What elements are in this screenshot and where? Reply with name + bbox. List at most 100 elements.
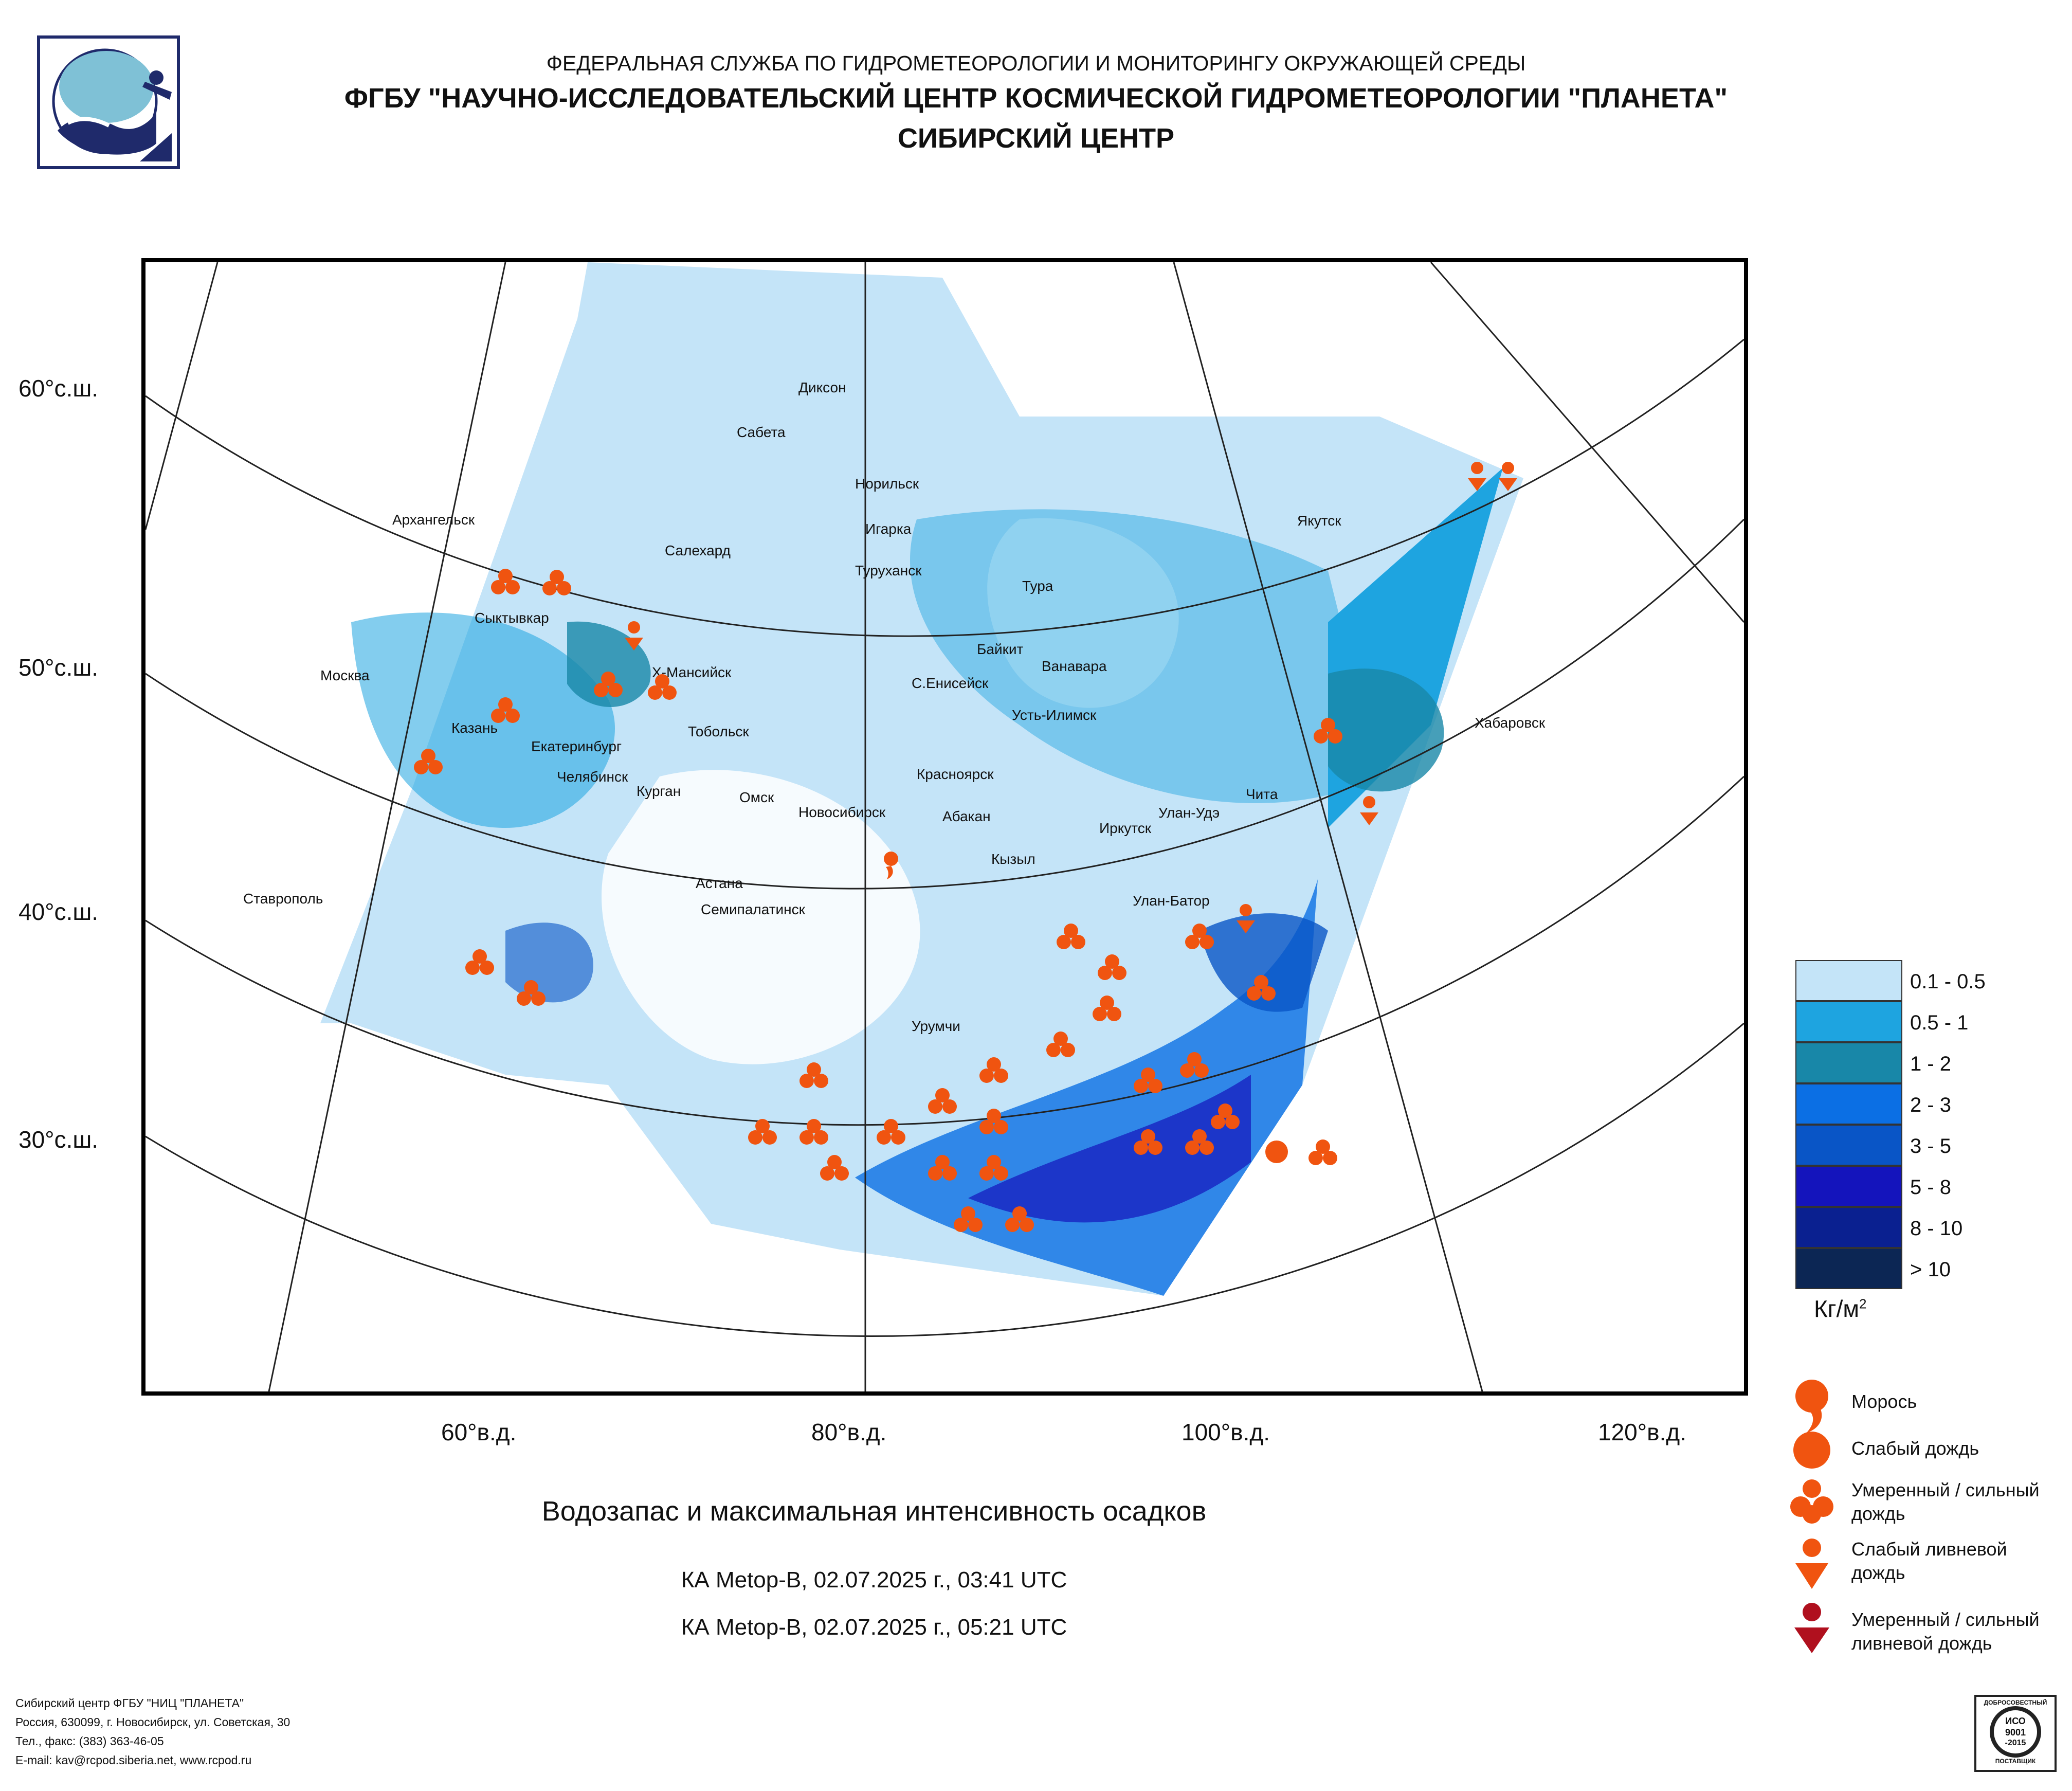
legend-range: 8 - 10 [1910,1217,1963,1240]
rain-cluster [1314,718,1342,744]
rain-cluster [1247,975,1276,1001]
lon-label: 100°в.д. [1182,1419,1270,1445]
rain-cluster [799,1119,828,1145]
city-label: Сыктывкар [475,610,549,626]
lat-label: 50°с.ш. [19,654,99,681]
rain-cluster [928,1155,957,1181]
city-label: Иркутск [1099,820,1152,836]
city-label: Улан-Батор [1133,893,1210,909]
rain-cluster [414,749,443,774]
city-label: Урумчи [912,1018,960,1034]
city-label: Кызыл [991,851,1035,867]
rain-cluster [1185,1129,1214,1155]
map-subtitle: Водозапас и максимальная интенсивность о… [541,1496,1207,1527]
footer-contacts: Сибирский центр ФГБУ "НИЦ "ПЛАНЕТА" Росс… [15,1694,290,1770]
light-shower [1468,462,1486,491]
city-label: Сабета [737,424,786,440]
rain-cluster [1185,924,1214,949]
city-label: Новосибирск [798,804,886,820]
rain-cluster [877,1119,905,1145]
lat-label: 60°с.ш. [19,375,99,402]
light-shower [625,621,643,650]
rain-cluster [979,1109,1008,1134]
legend-swatch [1795,1001,1902,1042]
rain-cluster [820,1155,849,1181]
rain-cluster [594,672,623,697]
light-rain-label: Слабый дождь [1851,1438,1979,1459]
rain-cluster [799,1062,828,1088]
cert-bottom: ПОСТАВЩИК [1995,1758,2036,1765]
city-label: Усть-Илимск [1012,707,1097,723]
drizzle-label: Морось [1851,1391,1917,1412]
legend-unit: Кг/м2 [1814,1295,1867,1322]
city-label: Диксон [798,379,846,395]
city-label: Чита [1246,786,1278,802]
rain-cluster [1180,1052,1209,1078]
rain-cluster [1211,1103,1240,1129]
rain-cluster [491,569,520,594]
satellite-pass: КА Metop-B, 02.07.2025 г., 03:41 UTC [681,1567,1067,1593]
legend-range: 0.5 - 1 [1910,1011,1969,1034]
rain-cluster [648,674,677,700]
moderate-rain-icon [1790,1479,1833,1524]
light-rain-icon [1793,1432,1830,1469]
legend-swatch [1795,1083,1902,1125]
city-label: Архангельск [392,512,475,528]
city-label: Байкит [977,641,1024,657]
satellite-pass: КА Metop-B, 02.07.2025 г., 05:21 UTC [681,1615,1067,1640]
rain-cluster [517,980,546,1006]
light-shower [1360,796,1378,825]
city-label: Салехард [665,542,731,558]
lat-label: 30°с.ш. [19,1126,99,1153]
rain-cluster [1098,954,1126,980]
legend-swatch [1795,1207,1902,1248]
city-label: Тура [1022,578,1053,594]
city-label: Тобольск [688,723,749,739]
rain-cluster [542,570,571,595]
city-label: Челябинск [557,769,628,785]
heavy-shower-label: Умеренный / сильный ливневой дождь [1851,1609,2040,1654]
cert-top: ДОБРОСОВЕСТНЫЙ [1984,1699,2047,1706]
heavy-shower-icon [1794,1603,1829,1653]
rain-cluster [928,1088,957,1114]
city-label: Курган [637,783,681,799]
city-label: Екатеринбург [531,738,622,754]
symbol-icons [1790,1380,1833,1653]
rain-cluster [1005,1206,1034,1232]
city-label: Якутск [1297,513,1341,529]
footer-email: E-mail: kav@rcpod.siberia.net, www.rcpod… [15,1753,252,1767]
precipitation-map: Диксон Сабета Норильск Архангельск Салех… [141,258,1748,1396]
legend-range: 2 - 3 [1910,1094,1952,1116]
legend-range: 1 - 2 [1910,1053,1952,1075]
city-label: Туруханск [855,563,922,578]
legend-range: 5 - 8 [1910,1176,1952,1199]
lat-label: 40°с.ш. [19,898,99,925]
city-label: Семипалатинск [701,901,805,917]
city-label: Ванавара [1042,658,1107,674]
drizzle-icon [1795,1380,1828,1433]
map-canvas [146,262,1744,1391]
footer-org: Сибирский центр ФГБУ "НИЦ "ПЛАНЕТА" [15,1696,244,1710]
lon-label: 120°в.д. [1598,1419,1686,1445]
moderate-rain-label: Умеренный / сильный дождь [1851,1479,2040,1524]
city-label: С.Енисейск [912,675,989,691]
legend-swatch [1795,960,1902,1001]
legend-swatch [1795,1248,1902,1289]
graticule [146,262,1744,1391]
light-shower-label: Слабый ливневой дождь [1851,1539,2007,1583]
header-agency: ФЕДЕРАЛЬНАЯ СЛУЖБА ПО ГИДРОМЕТЕОРОЛОГИИ … [546,51,1526,75]
city-label: Улан-Удэ [1158,805,1220,821]
city-label: Красноярск [917,766,994,782]
light-rain [1265,1141,1288,1163]
rain-cluster [1134,1129,1162,1155]
city-label: Казань [451,720,498,736]
legend-range: > 10 [1910,1258,1951,1281]
rain-cluster [979,1057,1008,1083]
rain-cluster [748,1119,777,1145]
legend-range: 0.1 - 0.5 [1910,970,1986,993]
drizzle [884,852,898,879]
lon-label: 60°в.д. [441,1419,517,1445]
light-shower-icon [1795,1539,1828,1589]
light-shower [1499,462,1517,491]
rain-cluster [465,949,494,975]
